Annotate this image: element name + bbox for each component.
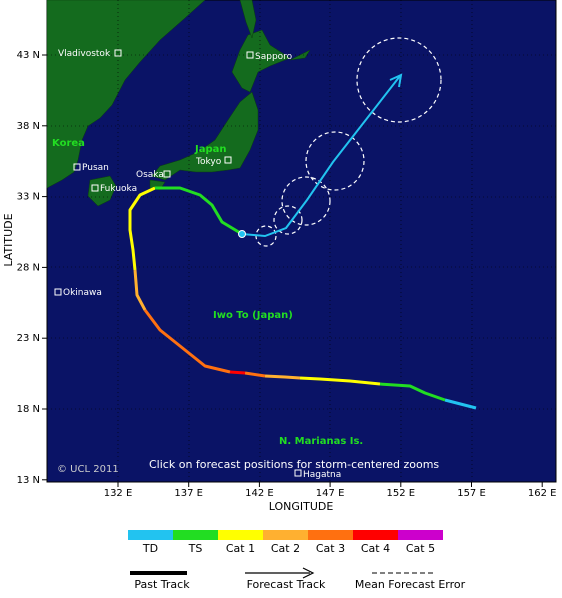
place-label: Osaka	[136, 170, 164, 180]
legend-swatch	[353, 530, 398, 540]
legend-category: TS	[188, 542, 203, 555]
legend-category: Cat 2	[271, 542, 300, 555]
x-axis-label: LONGITUDE	[269, 500, 334, 513]
region-label: Korea	[52, 138, 85, 149]
legend-key-label: Mean Forecast Error	[355, 578, 466, 591]
copyright: © UCL 2011	[57, 464, 119, 475]
graticule	[47, 0, 556, 482]
legend-category: Cat 4	[361, 542, 390, 555]
lon-tick-label: 152 E	[387, 488, 416, 499]
place-label: Okinawa	[63, 288, 102, 298]
lat-tick-label: 43 N	[17, 50, 40, 61]
legend-category: Cat 5	[406, 542, 435, 555]
legend-category: Cat 1	[226, 542, 255, 555]
forecast-track-key-arrow	[302, 567, 315, 579]
place-markers	[54, 49, 302, 477]
lon-tick-label: 147 E	[316, 488, 345, 499]
lat-tick-label: 33 N	[17, 192, 40, 203]
place-label: Sapporo	[255, 52, 293, 62]
lat-tick-label: 38 N	[17, 121, 40, 132]
legend-swatch	[308, 530, 353, 540]
legend-swatch	[128, 530, 173, 540]
past-track	[128, 186, 477, 410]
lat-tick-label: 13 N	[17, 475, 40, 486]
lat-tick-label: 23 N	[17, 333, 40, 344]
lon-tick-label: 162 E	[528, 488, 557, 499]
legend-swatch	[218, 530, 263, 540]
legend-category: Cat 3	[316, 542, 345, 555]
place-label: Vladivostok	[58, 49, 111, 59]
current-position	[238, 230, 246, 238]
region-label: N. Marianas Is.	[279, 436, 363, 447]
region-label: Iwo To (Japan)	[213, 310, 293, 321]
legend-swatch	[173, 530, 218, 540]
lon-tick-label: 137 E	[174, 488, 203, 499]
lon-tick-label: 157 E	[457, 488, 486, 499]
y-axis-label: LATITUDE	[2, 213, 15, 266]
legend-swatch	[263, 530, 308, 540]
place-label: Pusan	[82, 163, 109, 173]
place-label: Fukuoka	[100, 184, 137, 194]
instruction: Click on forecast positions for storm-ce…	[149, 458, 439, 471]
legend-key-label: Forecast Track	[247, 578, 326, 591]
legend: TD TS Cat 1 Cat 2 Cat 3 Cat 4 Cat 5	[128, 530, 443, 555]
legend-category: TD	[142, 542, 158, 555]
place-label: Hagatna	[303, 470, 341, 480]
lat-tick-label: 28 N	[17, 262, 40, 273]
lon-tick-label: 132 E	[104, 488, 133, 499]
region-label: Japan	[194, 144, 227, 155]
lat-ticks: 43 N 38 N 33 N 28 N 23 N 18 N 13 N	[17, 50, 47, 486]
lon-ticks: 132 E 137 E 142 E 147 E 152 E 157 E 162 E	[104, 482, 557, 499]
place-label: Tokyo	[195, 157, 222, 167]
legend-swatch	[398, 530, 443, 540]
forecast-track	[241, 73, 403, 238]
legend-key-label: Past Track	[134, 578, 190, 591]
lat-tick-label: 18 N	[17, 404, 40, 415]
lon-tick-label: 142 E	[245, 488, 274, 499]
